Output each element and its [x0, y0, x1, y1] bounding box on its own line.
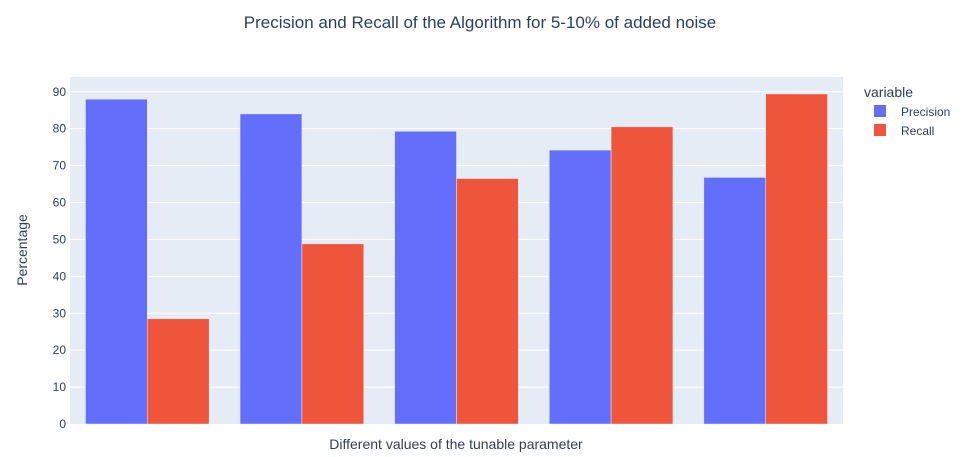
- y-tick-label: 60: [53, 196, 67, 210]
- y-axis-title: Percentage: [14, 214, 30, 286]
- legend: variable Precision Recall: [864, 84, 950, 138]
- bar-precision-1[interactable]: [85, 98, 148, 425]
- y-tick-labels: 0 10 20 30 40 50 60 70 80 90: [53, 85, 67, 431]
- bar-precision-2[interactable]: [239, 113, 303, 425]
- legend-swatch-recall: [874, 124, 886, 136]
- legend-label-recall: Recall: [901, 124, 934, 138]
- y-tick-label: 20: [53, 343, 67, 357]
- legend-item-precision[interactable]: Precision: [874, 105, 950, 119]
- y-tick-label: 30: [53, 306, 67, 320]
- x-axis-title: Different values of the tunable paramete…: [329, 436, 583, 452]
- legend-title: variable: [864, 84, 913, 100]
- y-tick-label: 80: [53, 122, 67, 136]
- legend-label-precision: Precision: [901, 105, 950, 119]
- bar-precision-5[interactable]: [703, 177, 766, 425]
- y-tick-label: 70: [53, 159, 67, 173]
- bar-recall-5[interactable]: [765, 93, 828, 425]
- y-tick-label: 90: [53, 85, 67, 99]
- y-tick-label: 10: [53, 380, 67, 394]
- bar-recall-2[interactable]: [301, 243, 364, 425]
- legend-item-recall[interactable]: Recall: [874, 124, 934, 138]
- y-tick-label: 50: [53, 232, 67, 246]
- y-tick-label: 0: [59, 417, 66, 431]
- bar-recall-4[interactable]: [610, 126, 674, 425]
- bar-recall-3[interactable]: [456, 178, 519, 425]
- bar-recall-1[interactable]: [147, 318, 210, 425]
- y-tick-label: 40: [53, 269, 67, 283]
- bar-precision-4[interactable]: [549, 149, 612, 425]
- legend-swatch-precision: [874, 105, 886, 117]
- bars: [85, 93, 828, 425]
- chart-title: Precision and Recall of the Algorithm fo…: [244, 13, 717, 32]
- bar-precision-3[interactable]: [394, 131, 457, 425]
